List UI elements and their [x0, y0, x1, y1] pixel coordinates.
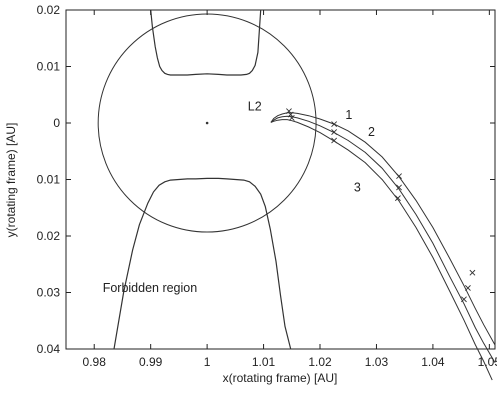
x-marker — [396, 184, 402, 191]
x-tick-label: 0.99 — [139, 355, 163, 369]
y-tick-label: 0.01 — [37, 173, 61, 187]
x-marker — [331, 121, 338, 128]
x-marker — [286, 108, 292, 115]
x-marker — [288, 114, 295, 121]
forbidden-boundary-group — [113, 9, 292, 350]
y-tick-label: 0.02 — [37, 229, 61, 243]
x-marker — [469, 269, 476, 276]
annotation-label: 2 — [368, 125, 375, 139]
center-point — [205, 121, 209, 125]
x-tick-label: 1.02 — [308, 355, 332, 369]
x-tick-label: 1.04 — [421, 355, 445, 369]
x-tick-label: 0.98 — [83, 355, 107, 369]
y-tick-label: 0.03 — [37, 286, 61, 300]
forbidden-boundary-lower — [113, 177, 292, 350]
y-tick-label: 0.02 — [37, 3, 61, 17]
x-marker — [331, 137, 338, 144]
trajectory-line-1 — [270, 112, 496, 346]
x-tick-label: 1.01 — [252, 355, 276, 369]
forbidden-boundary-upper — [150, 9, 262, 76]
trajectory-line-2 — [270, 115, 496, 363]
annotation-label: L2 — [248, 100, 262, 114]
x-marker — [396, 173, 402, 180]
x-marker — [464, 285, 471, 291]
x-marker — [394, 195, 401, 202]
y-tick-label: 0.04 — [37, 342, 61, 356]
y-axis-label: y(rotating frame) [AU] — [4, 123, 18, 238]
x-tick-label: 1.05 — [478, 355, 497, 369]
x-marker — [461, 296, 467, 303]
x-tick-label: 1.03 — [365, 355, 389, 369]
annotation-label: Forbidden region — [103, 281, 198, 295]
x-marker — [331, 129, 338, 135]
x-tick-label: 1 — [204, 355, 211, 369]
axis-ticks-group: 0.98 0.99 1 1.01 1.02 1.03 1.04 1.05 0.02 0.01 0 0.… — [37, 3, 497, 369]
x-marker — [287, 111, 294, 118]
trajectory-series-group — [270, 112, 496, 381]
y-tick-label: 0 — [53, 116, 60, 130]
x-marker-group — [286, 108, 476, 303]
trajectory-line-3 — [270, 119, 493, 381]
annotation-group: L2 1 2 3 Forbidden region — [103, 100, 375, 295]
x-axis-label: x(rotating frame) [AU] — [223, 371, 338, 385]
annotation-label: 3 — [354, 180, 361, 194]
y-tick-label: 0.01 — [37, 60, 61, 74]
annotation-label: 1 — [345, 108, 352, 122]
